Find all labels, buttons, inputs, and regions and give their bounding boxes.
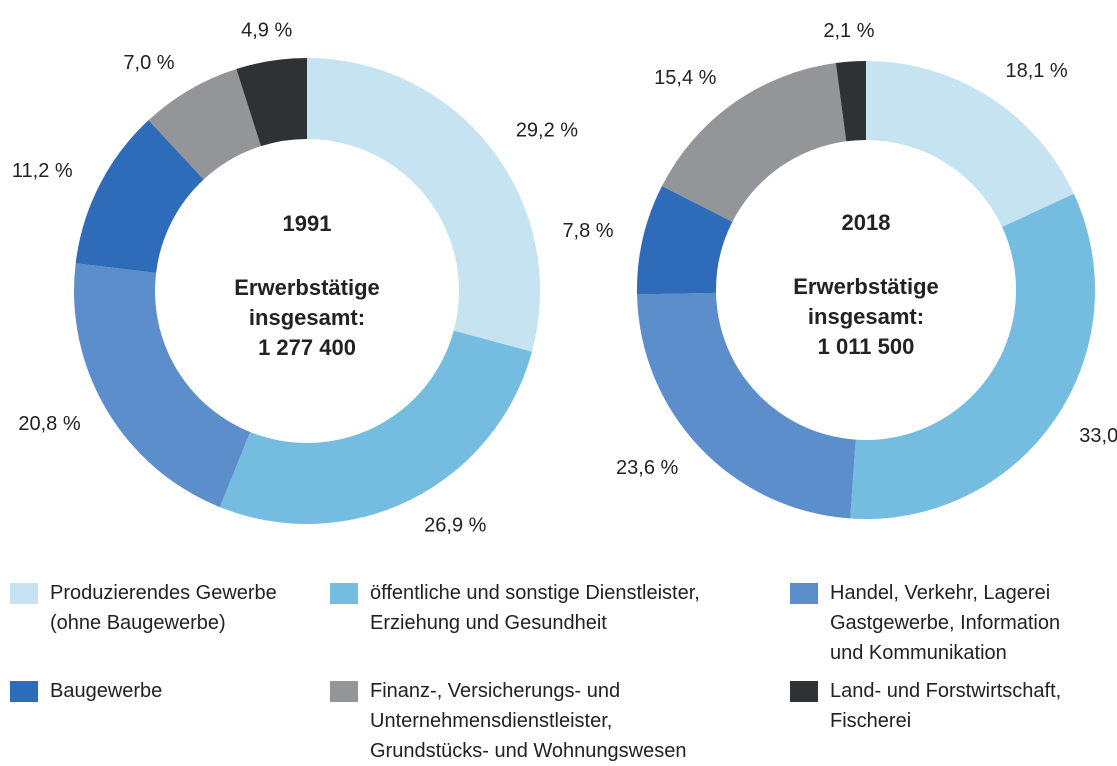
donut-slice <box>74 263 251 508</box>
donut-slice <box>850 193 1095 519</box>
donut-slice <box>866 61 1074 227</box>
value-label: 4,9 % <box>241 19 292 41</box>
legend-swatch <box>330 583 358 604</box>
donut-slice <box>148 68 261 180</box>
legend-item: Finanz-, Versicherungs- und Unternehmensd… <box>330 676 686 766</box>
value-label: 26,9 % <box>424 515 486 537</box>
value-label: 7,8 % <box>562 220 613 242</box>
donut-slice <box>637 186 733 295</box>
charts: 29,2 % 26,9 % 20,8 % 11,2 % 7,0 % 4,9 % 1991 Er… <box>12 19 1117 537</box>
donut-slice <box>661 62 847 222</box>
center-text: 1 011 500 <box>818 334 915 359</box>
value-label: 11,2 % <box>12 160 73 182</box>
value-label: 15,4 % <box>654 67 716 89</box>
legend-text: Grundstücks- und Wohnungswesen <box>370 740 687 762</box>
center-text: insgesamt: <box>808 304 924 329</box>
legend-item: Handel, Verkehr, Lagerei Gastgewerbe, Inf… <box>790 578 1060 668</box>
legend-swatch <box>330 681 358 702</box>
legend-swatch <box>10 681 38 702</box>
donut-slice <box>637 292 856 519</box>
center-title: 2018 <box>842 210 891 235</box>
donut-slice <box>236 58 307 147</box>
legend-text: Gastgewerbe, Information <box>830 612 1061 634</box>
legend-item: Produzierendes Gewerbe (ohne Baugewerbe) <box>10 578 277 638</box>
value-label: 20,8 % <box>18 413 80 435</box>
legend-swatch <box>790 583 818 604</box>
donut-slice <box>307 58 540 352</box>
legend-text: und Kommunikation <box>830 642 1007 664</box>
legend-swatch <box>10 583 38 604</box>
legend-text: Finanz-, Versicherungs- und <box>370 680 621 702</box>
center-text: 1 277 400 <box>258 335 356 360</box>
legend-text: Fischerei <box>830 710 912 732</box>
donut-slice <box>75 120 204 273</box>
donut-slice <box>219 330 532 524</box>
center-text: Erwerbstätige <box>234 275 380 300</box>
center-title: 1991 <box>283 211 332 236</box>
legend-text: Handel, Verkehr, Lagerei <box>830 582 1051 604</box>
donut-slice <box>835 61 866 142</box>
legend-swatch <box>790 681 818 702</box>
legend-item: Land- und Forstwirtschaft, Fischerei <box>790 676 1061 736</box>
legend-text: (ohne Baugewerbe) <box>50 612 226 634</box>
legend-text: Land- und Forstwirtschaft, <box>830 680 1062 702</box>
value-label: 7,0 % <box>123 52 174 74</box>
legend-text: Unternehmensdienstleister, <box>370 710 613 732</box>
legend-text: Erziehung und Gesundheit <box>370 612 607 634</box>
center-text: Erwerbstätige <box>793 274 939 299</box>
value-label: 33,0 % <box>1079 425 1117 447</box>
value-label: 2,1 % <box>823 20 874 42</box>
value-label: 18,1 % <box>1005 60 1067 82</box>
legend-text: öffentliche und sonstige Dienstleister, <box>370 582 700 604</box>
legend-item: Baugewerbe <box>10 676 162 706</box>
center-text: insgesamt: <box>249 305 365 330</box>
value-label: 29,2 % <box>516 119 578 141</box>
legend-text: Baugewerbe <box>50 680 163 702</box>
value-label: 23,6 % <box>616 457 678 479</box>
legend-text: Produzierendes Gewerbe <box>50 582 277 604</box>
legend-item: öffentliche und sonstige Dienstleister, E… <box>330 578 700 638</box>
